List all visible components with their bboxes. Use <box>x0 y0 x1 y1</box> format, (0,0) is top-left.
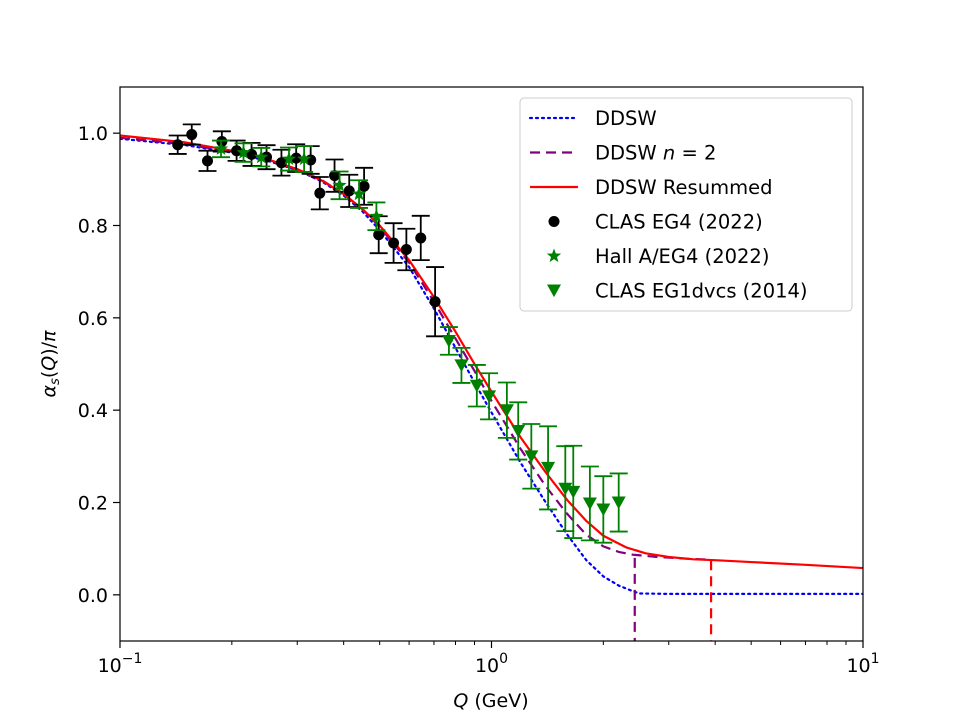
x-axis-label: Q (GeV) <box>453 690 528 712</box>
series-hall-a-eg4-2022 <box>211 139 386 232</box>
legend-marker-swatch <box>547 284 561 298</box>
legend-label: CLAS EG4 (2022) <box>595 211 763 234</box>
data-point <box>213 141 229 155</box>
data-point <box>351 186 367 201</box>
y-tick-label: 0.2 <box>78 493 108 515</box>
data-point <box>558 482 573 496</box>
data-point <box>332 177 347 192</box>
data-point <box>541 461 556 475</box>
data-point <box>566 485 581 499</box>
data-point <box>296 151 312 166</box>
data-point <box>231 145 243 157</box>
data-point <box>499 404 514 417</box>
data-point <box>290 152 302 164</box>
legend: DDSW DDSW n = 2 DDSW Resummed CLAS EG4 (202… <box>519 97 853 312</box>
data-point <box>186 129 198 141</box>
data-point <box>429 296 441 308</box>
legend-label: DDSW <box>595 107 657 130</box>
x-tick-label: 101 <box>846 651 879 677</box>
y-tick-label: 0.4 <box>78 400 108 422</box>
y-tick-label: 1.0 <box>78 123 108 145</box>
legend-label: DDSW Resummed <box>595 176 772 199</box>
legend-item-2: DDSW Resummed <box>530 176 772 199</box>
data-point <box>400 244 412 256</box>
legend-box <box>519 97 853 312</box>
data-point <box>201 155 213 167</box>
y-tick-label: 0.6 <box>78 308 108 330</box>
data-point <box>596 503 611 517</box>
legend-label: DDSW n = 2 <box>595 142 716 165</box>
series-clas-eg4-2022 <box>168 123 445 338</box>
data-point <box>343 185 355 197</box>
points-layer <box>168 123 628 544</box>
y-tick-label: 0.8 <box>78 216 108 238</box>
x-tick-label: 10−1 <box>98 651 143 677</box>
legend-label: CLAS EG1dvcs (2014) <box>595 280 808 303</box>
data-point <box>611 496 626 510</box>
data-point <box>373 229 385 241</box>
data-point <box>524 450 539 463</box>
data-point <box>482 390 497 403</box>
data-point <box>388 237 400 249</box>
data-point <box>454 359 469 373</box>
x-tick-label: 100 <box>475 651 508 677</box>
ticks-layer: 10−1 100 101 0.0 0.2 0.4 0.6 0.8 1.0 <box>78 123 880 677</box>
data-point <box>254 149 269 164</box>
legend-item-1: DDSW n = 2 <box>530 142 716 165</box>
data-point <box>469 379 484 393</box>
series-line-ddsw-n-2 <box>120 136 712 561</box>
legend-label: Hall A/EG4 (2022) <box>595 245 769 268</box>
legend-marker-swatch <box>546 248 562 263</box>
data-point <box>314 187 326 199</box>
y-axis-label: αs(Q)/π <box>38 330 63 398</box>
data-point <box>236 145 251 159</box>
data-point <box>511 424 526 438</box>
data-point <box>281 151 297 166</box>
legend-item-4: Hall A/EG4 (2022) <box>546 245 769 268</box>
data-point <box>172 139 184 151</box>
legend-item-5: CLAS EG1dvcs (2014) <box>547 280 808 303</box>
data-point <box>369 208 384 223</box>
data-point <box>582 497 597 511</box>
data-point <box>275 157 287 169</box>
data-point <box>415 232 427 244</box>
y-tick-label: 0.0 <box>78 585 108 607</box>
legend-item-3: CLAS EG4 (2022) <box>548 211 763 234</box>
legend-marker-swatch <box>548 216 560 227</box>
data-point <box>358 180 370 192</box>
series-clas-eg1dvcs-2014 <box>439 326 628 544</box>
legend-item-0: DDSW <box>528 107 657 130</box>
data-point <box>329 170 341 182</box>
data-point <box>441 334 456 348</box>
